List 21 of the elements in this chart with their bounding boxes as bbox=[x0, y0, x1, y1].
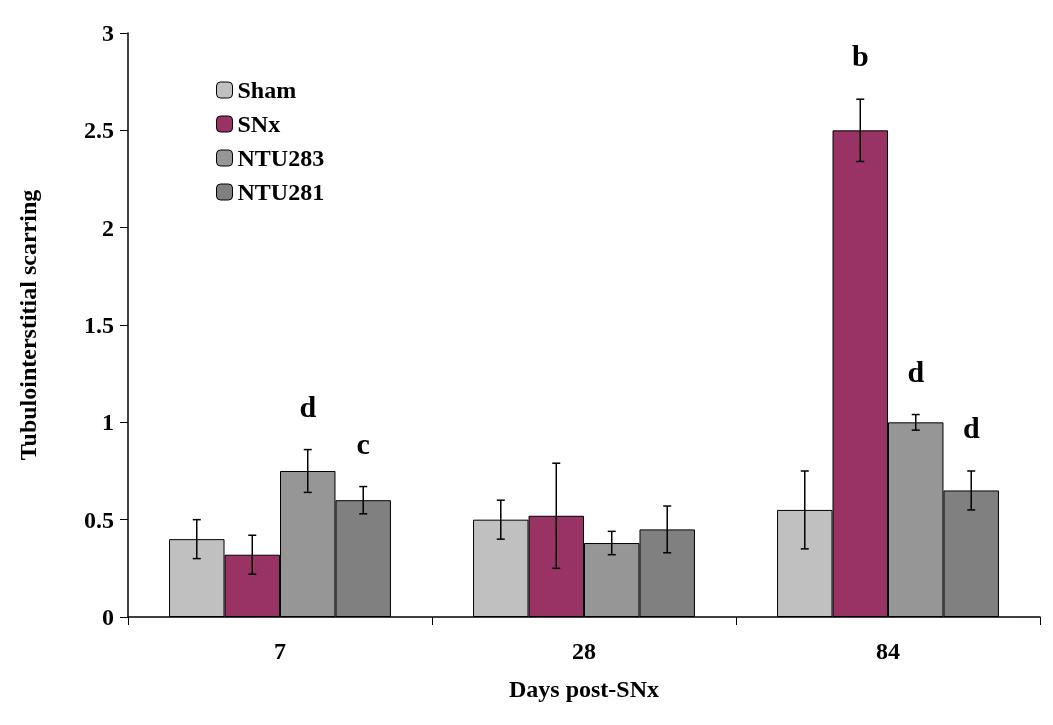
data-label: d bbox=[299, 389, 317, 423]
y-axis-title: Tubulointerstitial scarring bbox=[15, 189, 41, 461]
x-tick-label: 84 bbox=[876, 638, 900, 664]
y-tick-label: 0 bbox=[102, 604, 114, 630]
x-axis-title: Days post-SNx bbox=[508, 676, 660, 702]
y-tick-label: 2.5 bbox=[84, 117, 114, 144]
y-tick-label: 0.5 bbox=[84, 506, 114, 533]
data-label: d bbox=[907, 354, 925, 388]
x-tick-label: 7 bbox=[274, 638, 286, 664]
data-label: b bbox=[851, 38, 869, 72]
legend-label: NTU281 bbox=[237, 179, 325, 205]
data-label: d bbox=[962, 410, 980, 444]
y-tick-label: 1.5 bbox=[84, 312, 114, 338]
y-tick-label: 1 bbox=[102, 409, 114, 436]
y-tick-label: 2 bbox=[102, 214, 114, 241]
legend-label: NTU283 bbox=[237, 145, 325, 171]
legend-label: Sham bbox=[237, 77, 297, 103]
x-tick-label: 28 bbox=[572, 638, 596, 664]
y-tick-label: 3 bbox=[102, 20, 114, 46]
data-label: c bbox=[356, 426, 370, 460]
legend-label: SNx bbox=[237, 111, 281, 137]
